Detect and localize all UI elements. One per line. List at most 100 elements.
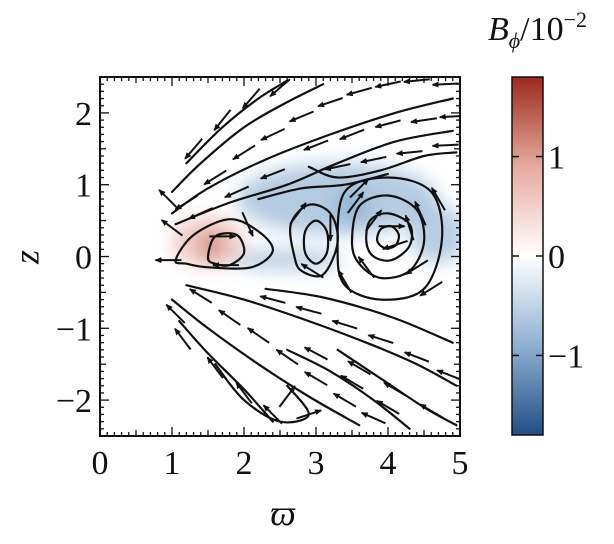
axis-tick-labels: 0 1 2 3 4 5 2 1 0 −1 −2 [56,96,469,482]
streamline-upper-3 [174,129,454,226]
field-arrow [359,155,387,164]
field-arrow [337,269,353,294]
field-arrow [174,327,192,351]
streamline-lower-4 [214,363,310,424]
field-arrow [431,81,459,88]
field-arrow [158,189,179,210]
x-tick-label: 1 [164,445,181,482]
field-arrow [317,97,344,108]
field-arrow [430,187,446,211]
colorbar-tick-label: 1 [548,140,565,177]
axis-ticks [99,76,461,437]
streamline-lower-7 [286,348,411,430]
colorbar-quantity: B [488,11,509,48]
y-tick-label: 1 [75,168,92,205]
colorbar-title: Bϕ/10−2 [488,7,587,53]
field-arrow [375,399,400,415]
field-arrow [278,385,296,408]
streamline-lower-5 [264,287,454,344]
colorbar-tick-label: −1 [548,338,584,375]
field-arrow [275,348,299,366]
field-arrow [296,409,323,420]
field-arrow [187,207,214,220]
field-arrow [381,239,408,251]
field-arrow [259,294,286,304]
field-arrow [295,305,322,315]
field-arrow [241,211,254,238]
field-arrow [345,86,372,97]
x-tick-label: 2 [236,445,253,482]
x-tick-label: 5 [452,445,469,482]
field-arrow [438,113,460,120]
field-arrow [246,327,270,344]
colorbar-tick-label: 0 [548,239,565,276]
field-arrow [300,263,324,279]
field-arrow [338,128,365,141]
field-arrow [288,110,314,123]
colorbar-scale: /10 [520,11,563,48]
streamline-lower-1 [170,298,361,427]
field-arrow [403,351,430,363]
y-tick-label: 0 [75,240,92,277]
field-arrow [347,360,371,376]
field-arrow [160,219,183,237]
field-arrow [419,281,443,297]
field-region-positive [258,260,460,325]
streamline-lower-2 [178,320,274,423]
streamline-upper-5 [307,151,458,179]
streamline-loop-mid-b [302,219,330,265]
field-arrow [404,214,415,241]
field-arrow [357,256,376,279]
field-arrow [414,200,427,226]
field-arrow [349,178,370,199]
field-arrow [323,163,351,172]
field-arrow [262,404,283,425]
streamline-upper-1 [170,97,454,215]
x-tick-label: 0 [92,445,109,482]
field-arrow [174,194,198,211]
colorbar-exponent: −2 [564,7,587,32]
field-arrow [303,346,328,361]
x-axis-label: ϖ [270,493,296,533]
field-arrow [332,392,357,408]
field-arrow [367,334,394,344]
field-arrow [410,117,438,125]
field-arrow [346,191,365,214]
streamline-upper-4 [185,79,289,165]
field-arrow [303,371,328,387]
streamline-upper-2 [170,83,325,193]
field-arrow [374,119,401,129]
field-arrow [165,303,186,324]
field-arrow [213,109,232,131]
x-tick-label: 4 [380,445,397,482]
arrow-layer [154,78,460,425]
colorbar-subscript: ϕ [509,28,520,53]
field-arrow [339,374,364,390]
field-arrow [289,202,307,225]
field-arrow [235,381,253,404]
y-axis-label: z [6,250,46,265]
field-arrow [188,288,213,304]
streamline-loop-inner-large [174,218,274,270]
field-arrow [431,142,459,149]
y-tick-label: −2 [56,383,92,420]
x-tick-label: 3 [308,445,325,482]
field-arrow [383,381,407,397]
colorbar-ticks: 1 0 −1 [512,140,584,375]
field-arrow [419,403,443,419]
field-arrow [269,78,291,97]
field-region-positive [172,217,244,268]
field-region-positive [337,77,439,124]
field-arrow [302,139,329,151]
streamline-lower-3 [185,284,458,387]
field-heatmap [172,77,460,325]
field-arrow [223,185,250,199]
y-tick-label: −1 [56,311,92,348]
field-arrow [241,88,261,110]
field-arrow [364,209,383,232]
field-arrow [232,144,256,161]
field-arrow [360,411,386,425]
field-arrow [331,319,358,330]
field-arrow [260,127,286,141]
